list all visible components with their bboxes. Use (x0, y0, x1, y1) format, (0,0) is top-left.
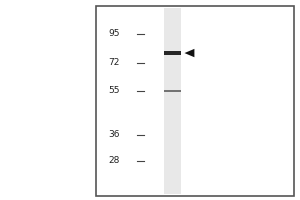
Text: 55: 55 (109, 86, 120, 95)
Bar (164, 51, 181, 55)
Text: 72: 72 (109, 58, 120, 67)
Text: 95: 95 (109, 29, 120, 38)
Text: 36: 36 (109, 130, 120, 139)
Bar (164, 90, 181, 92)
Polygon shape (184, 49, 194, 57)
Bar (96, 6, 294, 196)
Bar (164, 8, 181, 194)
Text: 28: 28 (109, 156, 120, 165)
